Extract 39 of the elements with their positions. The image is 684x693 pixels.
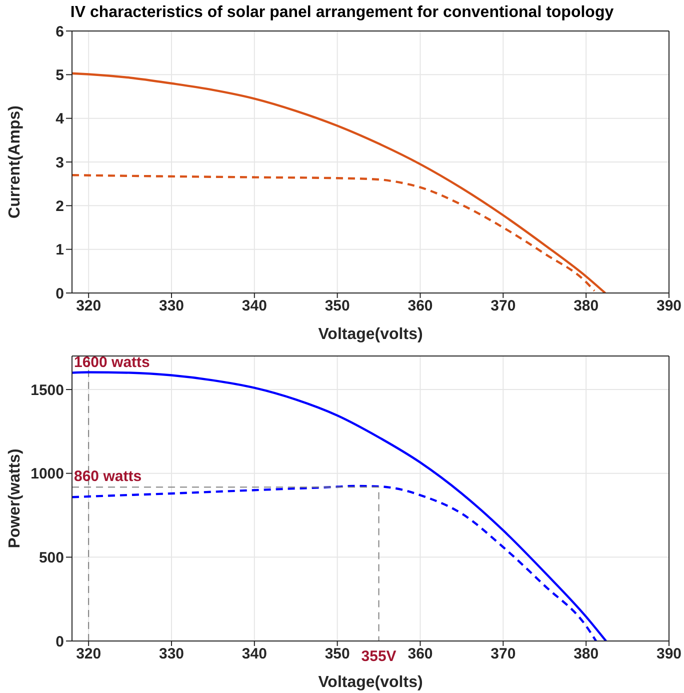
annotation: 355V	[361, 648, 396, 665]
y-tick-label: 4	[56, 110, 65, 128]
x-tick-label: 350	[324, 298, 350, 315]
y-tick-label: 3	[56, 154, 64, 172]
x-tick-label: 380	[574, 298, 599, 315]
x-tick-label: 360	[408, 646, 433, 663]
y-tick-label: 500	[38, 550, 64, 566]
x-tick-label: 320	[76, 646, 102, 663]
x-axis-title: Voltage(volts)	[318, 326, 423, 343]
y-tick-label: 2	[56, 198, 64, 215]
x-tick-label: 370	[490, 298, 516, 315]
x-tick-label: 340	[242, 646, 267, 663]
y-tick-label: 1500	[30, 382, 64, 399]
y-tick-label: 1000	[30, 466, 64, 483]
x-tick-label: 390	[656, 646, 682, 663]
x-tick-label: 320	[76, 298, 102, 315]
line-series	[72, 174, 596, 292]
x-tick-label: 380	[574, 646, 599, 663]
line-series	[72, 371, 608, 641]
line-series	[72, 484, 598, 641]
y-tick-label: 0	[56, 633, 64, 650]
line-series	[72, 72, 606, 293]
y-tick-label: 5	[56, 66, 64, 84]
x-tick-label: 360	[408, 298, 433, 315]
y-axis-title: Current(Amps)	[6, 106, 24, 218]
chart-title: IV characteristics of solar panel arrangement for conventional topology	[69, 4, 615, 22]
annotation: 1600 watts	[74, 354, 150, 371]
y-axis-title: Power(watts)	[6, 448, 24, 548]
y-tick-label: 0	[56, 285, 64, 302]
x-tick-label: 330	[158, 646, 184, 663]
annotation: 860 watts	[74, 468, 142, 486]
x-tick-label: 330	[158, 298, 184, 315]
x-tick-label: 390	[656, 298, 682, 315]
x-tick-label: 340	[242, 298, 267, 315]
y-tick-label: 6	[56, 23, 64, 40]
x-tick-label: 350	[324, 646, 350, 663]
y-tick-label: 1	[56, 242, 64, 259]
x-tick-label: 370	[490, 646, 516, 663]
x-axis-title: Voltage(volts)	[318, 674, 423, 691]
